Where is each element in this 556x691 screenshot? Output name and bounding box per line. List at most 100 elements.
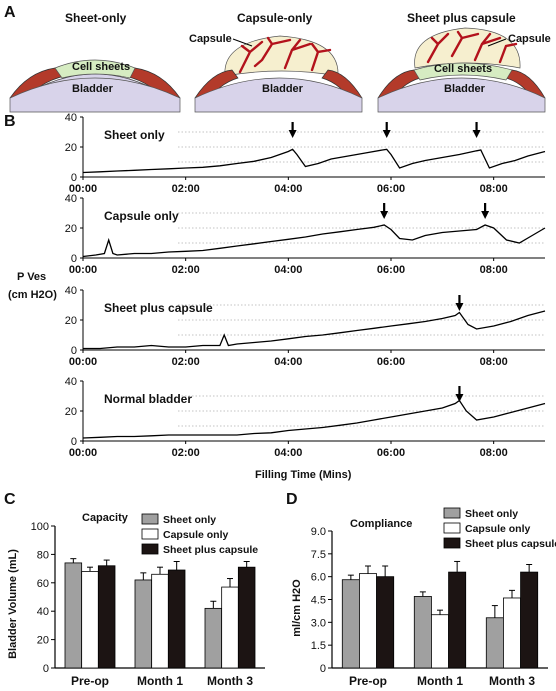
y-axis-label: ml/cm H2O	[291, 579, 303, 637]
y-tick-label: 0	[71, 172, 77, 184]
panel-c-capacity: C Capacity Bladder Volume (mL) 0 20 40 60 80…	[4, 491, 265, 688]
trace-panel: 0 20 40 00:00 02:00 04:00 06:00 08:00 Sheet plus…	[65, 285, 546, 368]
x-tick-label: 04:00	[274, 356, 302, 368]
x-tick-label: 06:00	[377, 183, 405, 195]
voiding-arrow	[288, 122, 297, 138]
capsule-vessels	[238, 36, 332, 74]
x-tick-label: 02:00	[172, 183, 200, 195]
legend-entry: Sheet only	[163, 514, 216, 526]
x-tick-label: 02:00	[172, 356, 200, 368]
bar	[413, 596, 432, 669]
bar	[359, 573, 377, 669]
bar	[485, 617, 504, 669]
voiding-arrow	[382, 122, 391, 138]
trace-panel: 0 20 40 00:00 02:00 04:00 06:00 08:00 Normal bla…	[65, 376, 546, 459]
cell-sheet-layer	[413, 62, 513, 81]
category-label: Month 3	[489, 674, 535, 688]
schematic-capsule-only: Capsule-only Capsule Bladder	[189, 11, 363, 113]
y-tick-label: 20	[65, 223, 77, 235]
voiding-arrow	[455, 295, 464, 311]
x-tick-label: 08:00	[480, 264, 508, 276]
panel-a-letter: A	[4, 4, 16, 21]
legend-swatch	[141, 543, 159, 555]
panel-b-letter: B	[4, 113, 16, 130]
legend-entry: Sheet plus capsule	[163, 544, 258, 556]
pressure-trace-line	[83, 310, 546, 350]
y-tick-label: 40	[65, 376, 77, 388]
legend: Sheet only Capsule only Sheet plus capsule	[443, 507, 556, 550]
y-tick-label: 0	[71, 345, 77, 357]
y-tick-label: 40	[65, 112, 77, 124]
category-label: Month 1	[137, 674, 183, 688]
schematic-title-sheet-plus-capsule: Sheet plus capsule	[407, 11, 516, 25]
pressure-trace-line	[82, 148, 546, 174]
panel-b-cystometry: B P Ves (cm H2O) Filling Time (Mins) 0 20…	[4, 112, 546, 481]
x-tick-label: 08:00	[480, 183, 508, 195]
category-label: Pre-op	[71, 674, 109, 688]
legend-entry: Capsule only	[163, 529, 229, 541]
x-axis-label: Filling Time (Mins)	[255, 469, 352, 481]
x-tick-label: 08:00	[480, 447, 508, 459]
legend-swatch	[443, 537, 461, 549]
bar	[151, 573, 169, 669]
schematic-title-capsule-only: Capsule-only	[237, 11, 313, 25]
y-tick-label: 60	[37, 578, 49, 590]
x-tick-label: 04:00	[274, 183, 302, 195]
capsule-pointer	[487, 38, 507, 47]
x-tick-label: 06:00	[377, 356, 405, 368]
schematic-sheet-only: Sheet-only Cell sheets Bladder	[9, 11, 181, 113]
bar	[448, 571, 467, 669]
legend: Sheet only Capsule only Sheet plus capsule	[141, 513, 258, 556]
bladder-label: Bladder	[444, 83, 486, 95]
trace-panel: 0 20 40 00:00 02:00 04:00 06:00 08:00 Capsule on…	[65, 193, 546, 276]
panel-d-compliance: D Compliance ml/cm H2O 0 1.5 3.0 4.5 6.0 7.5 9…	[286, 491, 556, 688]
legend-entry: Sheet only	[465, 508, 518, 520]
category-label: Month 3	[207, 674, 253, 688]
bar	[97, 565, 116, 669]
schematic-title-sheet-only: Sheet-only	[65, 11, 127, 25]
panel-a-schematics: A Sheet-only Cell sheets Bladder Capsule…	[4, 4, 551, 113]
y-tick-label: 20	[65, 315, 77, 327]
schematic-sheet-plus-capsule: Sheet plus capsule Cell sheets Capsule B…	[377, 11, 551, 113]
y-tick-label: 1.5	[311, 640, 326, 652]
x-tick-label: 00:00	[69, 447, 97, 459]
trace-label: Sheet plus capsule	[104, 301, 213, 315]
y-axis-label: Bladder Volume (mL)	[7, 549, 19, 659]
bladder-label: Bladder	[262, 83, 304, 95]
bar	[376, 576, 395, 669]
legend-entry: Sheet plus capsule	[465, 538, 556, 550]
capsule-vessels	[426, 30, 518, 64]
y-tick-label: 100	[31, 521, 49, 533]
legend-swatch	[141, 513, 159, 525]
voiding-arrow	[481, 203, 490, 219]
bar-chart: 0 20 40 60 80 100 Pre-op Month 1 Month 3 Sheet on…	[31, 513, 265, 688]
pressure-trace-line	[82, 399, 546, 439]
y-tick-label: 4.5	[311, 595, 326, 607]
x-tick-label: 06:00	[377, 264, 405, 276]
y-tick-label: 6.0	[311, 572, 326, 584]
cell-sheets-label: Cell sheets	[434, 63, 492, 75]
bar	[237, 566, 256, 669]
bladder-lumen	[194, 77, 363, 113]
trace-label: Sheet only	[104, 128, 165, 142]
capsule-label: Capsule	[508, 33, 551, 45]
y-tick-label: 80	[37, 549, 49, 561]
bladder-lumen	[9, 77, 181, 113]
category-label: Pre-op	[349, 674, 387, 688]
x-tick-label: 06:00	[377, 447, 405, 459]
trace-panels: 0 20 40 00:00 02:00 04:00 06:00 08:00 Sheet only…	[65, 112, 546, 459]
bar	[81, 571, 99, 669]
y-tick-label: 7.5	[311, 549, 326, 561]
bar	[520, 571, 539, 669]
panel-c-letter: C	[4, 491, 16, 508]
cell-sheets-label: Cell sheets	[72, 61, 130, 73]
x-tick-label: 00:00	[69, 264, 97, 276]
pressure-trace-line	[82, 224, 546, 258]
y-tick-label: 40	[65, 193, 77, 205]
bar	[503, 597, 521, 669]
chart-title: Compliance	[350, 518, 412, 530]
category-label: Month 1	[417, 674, 463, 688]
voiding-arrow	[472, 122, 481, 138]
trace-panel: 0 20 40 00:00 02:00 04:00 06:00 08:00 Sheet only	[65, 112, 546, 195]
